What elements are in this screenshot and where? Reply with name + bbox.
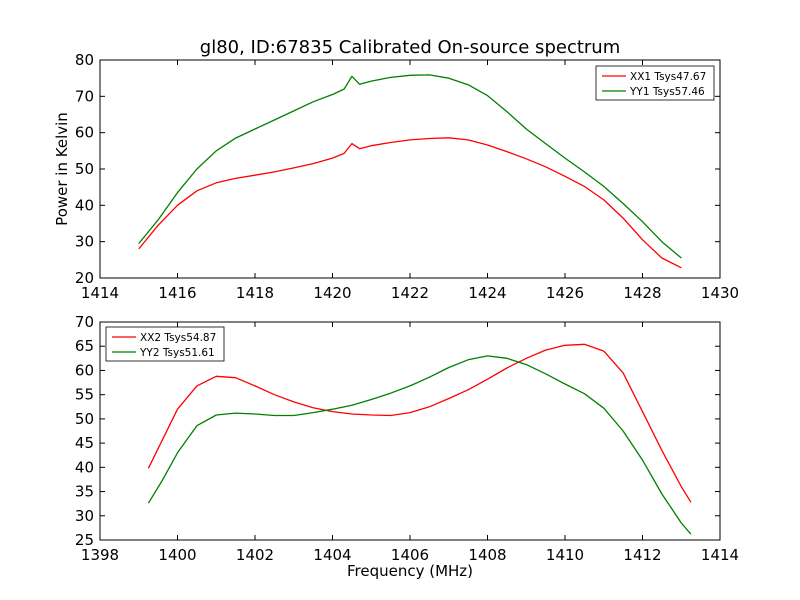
chart-title: gl80, ID:67835 Calibrated On-source spec… [200,37,620,58]
legend-label: YY1 Tsys57.46 [629,86,705,98]
x-tick-label: 1422 [391,284,429,302]
y-tick-label: 55 [75,386,94,404]
x-tick-label: 1430 [701,284,739,302]
legend-box [105,326,225,362]
y-tick-label: 45 [75,434,94,452]
x-tick-label: 1402 [236,546,274,564]
y-axis-label: Power in Kelvin [53,112,71,226]
x-tick-label: 1426 [546,284,584,302]
x-tick-label: 1414 [81,284,119,302]
legend-box [595,65,715,101]
legend-label: XX2 Tsys54.87 [140,332,216,344]
x-tick-label: 1428 [623,284,661,302]
x-tick-label: 1398 [81,546,119,564]
y-tick-label: 50 [75,410,94,428]
y-tick-label: 80 [75,51,94,69]
y-tick-label: 70 [75,87,94,105]
x-tick-label: 1416 [158,284,196,302]
y-tick-label: 40 [75,458,94,476]
y-tick-label: 30 [75,507,94,525]
series-line-1-2 [138,74,682,259]
y-tick-label: 20 [75,269,94,287]
y-tick-label: 60 [75,361,94,379]
series-line-2-2 [147,355,692,535]
x-tick-label: 1418 [236,284,274,302]
y-tick-label: 35 [75,483,94,501]
bottom-panel: 1398 1400 1402 1404 1406 1408 1410 1412 1414 25 30… [75,313,739,580]
x-tick-label: 1414 [701,546,739,564]
y-tick-label: 70 [75,313,94,331]
legend-label: YY2 Tsys51.61 [139,347,215,359]
x-tick-label: 1424 [468,284,506,302]
y-tick-label: 60 [75,124,94,142]
top-panel: 1414 1416 1418 1420 1422 1424 1426 1428 1430 20 30… [53,51,739,302]
legend-label: XX1 Tsys47.67 [630,71,706,83]
y-tick-label: 40 [75,196,94,214]
x-tick-label: 1420 [313,284,351,302]
x-tick-label: 1410 [546,546,584,564]
series-line-2-1 [147,343,692,503]
y-tick-label: 25 [75,531,94,549]
y-tick-label: 30 [75,233,94,251]
x-tick-label: 1406 [391,546,429,564]
series-line-1-1 [138,137,682,269]
x-tick-label: 1400 [158,546,196,564]
y-tick-label: 50 [75,160,94,178]
x-tick-label: 1412 [623,546,661,564]
x-axis-label: Frequency (MHz) [347,562,473,580]
x-tick-label: 1404 [313,546,351,564]
y-tick-label: 65 [75,337,94,355]
x-tick-label: 1408 [468,546,506,564]
